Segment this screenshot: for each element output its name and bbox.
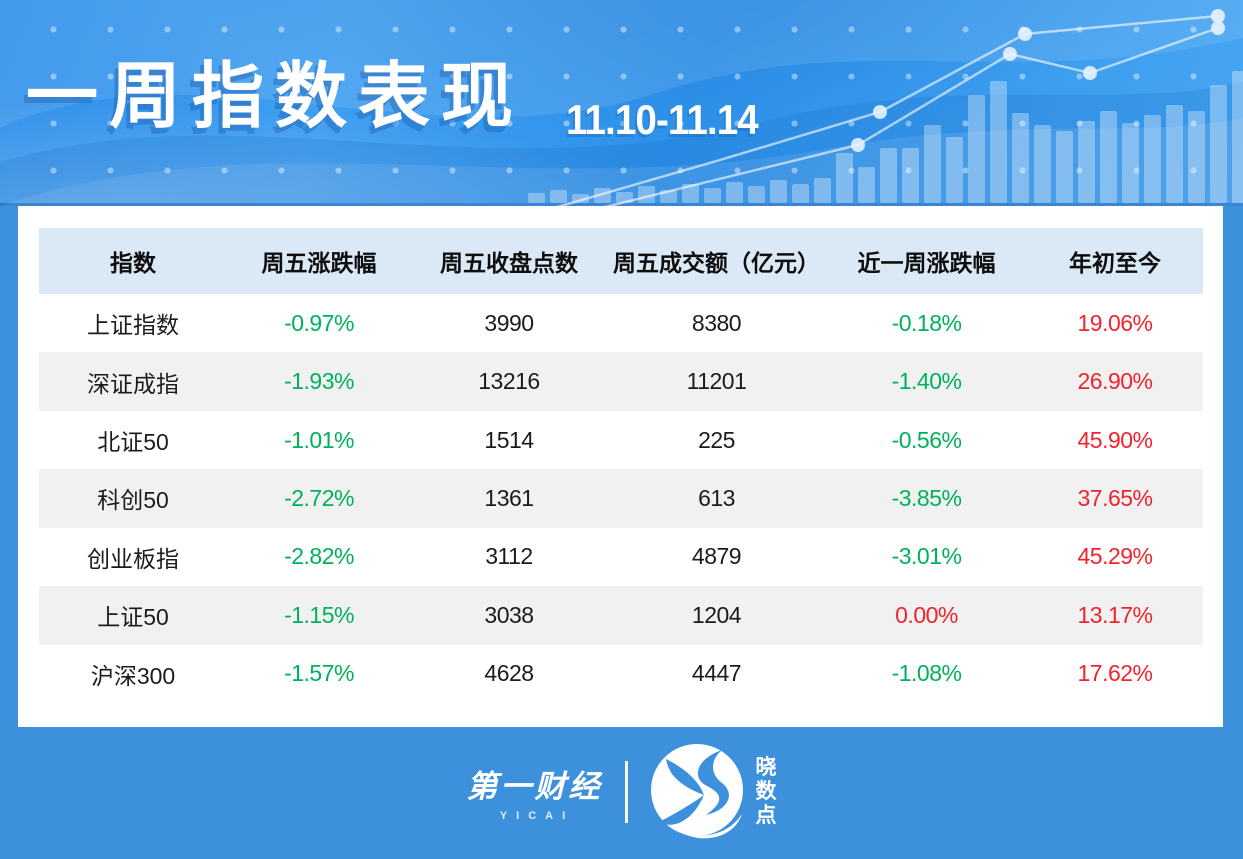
week-change-value: 0.00% [895, 601, 958, 628]
friday-close-value: 3990 [484, 309, 534, 336]
friday-close-value: 13216 [478, 368, 540, 395]
index-table-card: 指数 周五涨跌幅 周五收盘点数 周五成交额（亿元） 近一周涨跌幅 年初至今 上证… [18, 206, 1223, 727]
index-name: 北证50 [97, 429, 169, 456]
ytd-value: 45.29% [1077, 543, 1153, 570]
table-body: 上证指数 -0.97% 3990 8380 -0.18% 19.06% 深证成指… [39, 294, 1203, 703]
week-change-value: -0.56% [891, 426, 962, 453]
friday-change-value: -0.97% [284, 309, 354, 336]
wave-shape [0, 82, 1243, 206]
table-row: 北证50 -1.01% 1514 225 -0.56% 45.90% [39, 410, 1203, 470]
wave-shape [0, 118, 1243, 206]
table-row: 上证指数 -0.97% 3990 8380 -0.18% 19.06% [39, 294, 1203, 353]
index-name: 上证50 [97, 604, 169, 631]
xiaoshudian-char: 数 [755, 780, 777, 803]
page-title: 一周指数表现 [26, 57, 525, 137]
col-header-friday-turnover: 周五成交额（亿元） [613, 250, 820, 276]
friday-turnover-value: 4447 [691, 660, 742, 687]
yicai-logo: 第一财经 YICAI [467, 761, 603, 822]
yicai-logo-cn: 第一财经 [466, 769, 603, 804]
xiaoshudian-logo: 晓 数 点 [650, 742, 777, 842]
friday-change-value: -1.57% [284, 660, 354, 687]
col-header-index: 指数 [110, 250, 156, 276]
week-change-value: -3.01% [891, 543, 962, 570]
xiaoshudian-icon [650, 743, 743, 838]
index-name: 科创50 [97, 487, 169, 514]
week-change-value: -0.18% [891, 309, 962, 336]
friday-turnover-value: 8380 [691, 309, 742, 336]
friday-close-value: 4628 [484, 660, 534, 687]
friday-change-value: -1.15% [284, 601, 354, 628]
friday-turnover-value: 4879 [691, 543, 742, 570]
decorative-bar-chart [528, 71, 1243, 203]
footer-divider [624, 760, 628, 823]
table-row: 沪深300 -1.57% 4628 4447 -1.08% 17.62% [39, 644, 1203, 703]
week-change-value: -3.85% [891, 484, 962, 511]
line-chart-dots [851, 9, 1225, 152]
table-row: 深证成指 -1.93% 13216 11201 -1.40% 26.90% [39, 352, 1203, 411]
table-row: 上证50 -1.15% 3038 1204 0.00% 13.17% [39, 586, 1203, 645]
table-row: 创业板指 -2.82% 3112 4879 -3.01% 45.29% [39, 527, 1203, 587]
ytd-value: 19.06% [1077, 309, 1153, 336]
ytd-value: 45.90% [1077, 426, 1153, 453]
banner-decoration [0, 0, 1243, 206]
ytd-value: 13.17% [1077, 601, 1153, 628]
friday-change-value: -2.72% [284, 484, 354, 511]
week-change-value: -1.08% [891, 660, 962, 687]
xiaoshudian-char: 点 [755, 804, 777, 827]
table-header-row: 指数 周五涨跌幅 周五收盘点数 周五成交额（亿元） 近一周涨跌幅 年初至今 [39, 228, 1203, 294]
footer: 第一财经 YICAI 晓 数 点 [0, 727, 1243, 856]
index-name: 上证指数 [87, 312, 179, 339]
col-header-week-change: 近一周涨跌幅 [857, 250, 996, 276]
friday-turnover-value: 225 [698, 426, 735, 453]
ytd-value: 17.62% [1077, 660, 1153, 687]
friday-change-value: -2.82% [284, 543, 354, 570]
friday-close-value: 1361 [484, 484, 534, 511]
friday-turnover-value: 11201 [686, 368, 747, 395]
friday-close-value: 1514 [484, 426, 534, 453]
week-change-value: -1.40% [891, 368, 962, 395]
friday-turnover-value: 1204 [691, 601, 742, 628]
date-range: 11.10-11.14 [566, 96, 759, 143]
index-name: 沪深300 [90, 662, 176, 689]
index-name: 创业板指 [87, 545, 179, 572]
ytd-value: 26.90% [1077, 368, 1153, 395]
wave-shape [0, 0, 1243, 128]
yicai-logo-en: YICAI [499, 810, 575, 822]
friday-close-value: 3112 [485, 543, 533, 570]
friday-change-value: -1.93% [284, 368, 354, 395]
index-name: 深证成指 [87, 370, 179, 397]
friday-close-value: 3038 [484, 601, 534, 628]
col-header-friday-change: 周五涨跌幅 [261, 250, 377, 276]
table-row: 科创50 -2.72% 1361 613 -3.85% 37.65% [39, 469, 1203, 528]
xiaoshudian-text: 晓 数 点 [756, 757, 777, 826]
friday-turnover-value: 613 [698, 484, 735, 511]
ytd-value: 37.65% [1077, 484, 1153, 511]
col-header-ytd: 年初至今 [1069, 250, 1161, 276]
col-header-friday-close: 周五收盘点数 [440, 250, 578, 276]
xiaoshudian-char: 晓 [755, 756, 777, 779]
header-banner: 一周指数表现 11.10-11.14 [0, 0, 1243, 206]
friday-change-value: -1.01% [284, 426, 354, 453]
